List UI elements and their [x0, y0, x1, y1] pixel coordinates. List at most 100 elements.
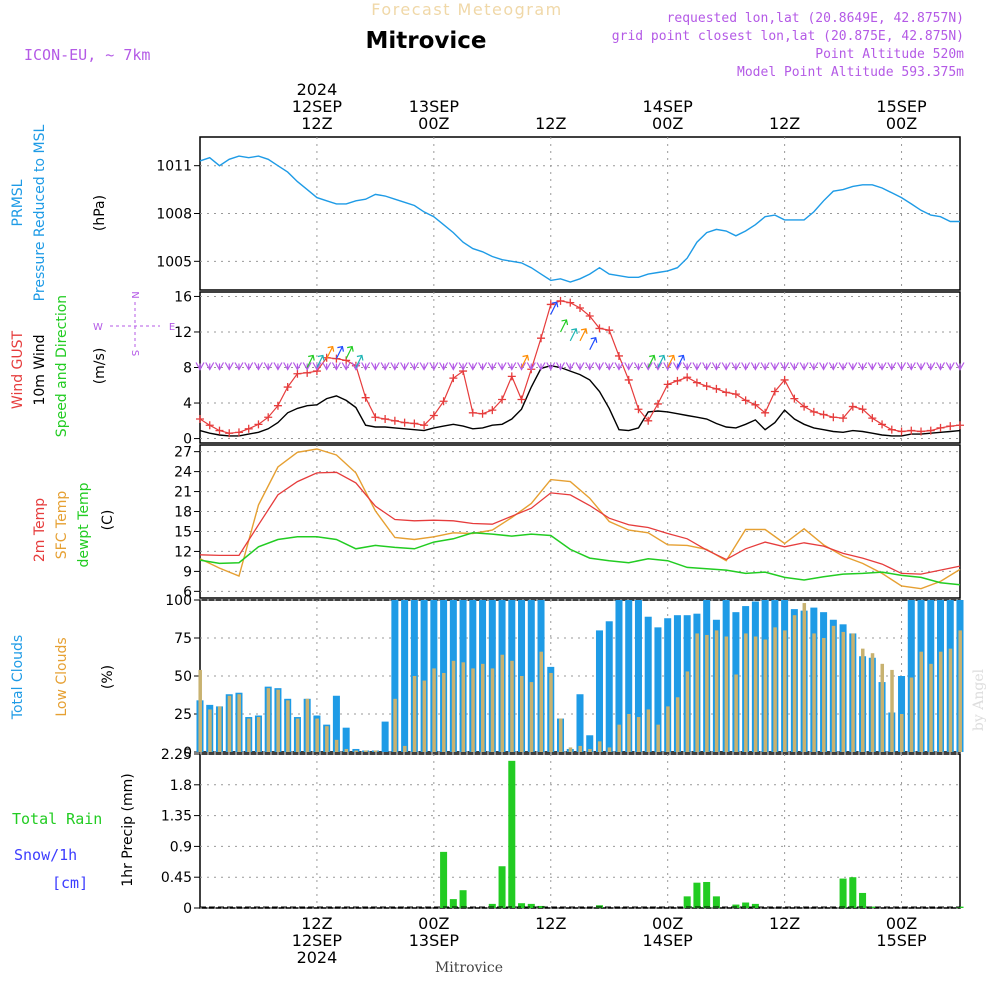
wind-dir-arrow — [419, 362, 429, 371]
c-unit-label: (C) — [100, 510, 116, 531]
snow-unit-label: [cm] — [52, 874, 88, 892]
low-cloud-bar — [558, 718, 563, 752]
gust-marker — [264, 413, 273, 422]
low-cloud-bar — [958, 630, 962, 752]
temp-ytick-label: 15 — [174, 524, 192, 540]
precip-ytick-label: 1.8 — [170, 778, 192, 794]
gust-marker — [926, 426, 935, 435]
gust-marker — [196, 415, 204, 424]
total-cloud-bar — [654, 627, 662, 752]
time-axis-label: 12Z — [535, 114, 566, 133]
wind-dir-arrow — [390, 362, 400, 371]
gust-marker — [917, 427, 926, 436]
low-cloud-bar — [325, 726, 329, 752]
temp-ytick-label: 21 — [174, 485, 192, 501]
time-axis-label: 00Z — [652, 114, 683, 133]
requested-coords: requested lon,lat (20.8649E, 42.8757N) — [667, 11, 964, 26]
wind-dir-arrow — [594, 362, 605, 371]
low-cloud-bar — [724, 636, 729, 752]
wind-dir-arrow — [955, 362, 965, 371]
rain-bar — [508, 760, 516, 908]
chart-dynamic-layer: 1011100810051612840272421181512961007550… — [156, 80, 965, 967]
wind-dir-arrow — [702, 362, 712, 371]
grid-coords: grid point closest lon,lat (20.875E, 42.… — [612, 29, 964, 44]
gust-marker — [546, 300, 555, 309]
low-cloud-bar — [831, 625, 836, 752]
pres-ytick-label: 1005 — [156, 254, 192, 270]
low-cloud-bar — [851, 633, 855, 752]
gust-marker — [293, 369, 302, 378]
wind-dir-arrow — [828, 362, 838, 371]
low-cloud-bar — [870, 653, 875, 752]
gust-marker — [897, 427, 906, 436]
wind-dir-arrow — [487, 362, 497, 371]
wind-dir-colored-arrow — [335, 345, 344, 359]
wind-ytick-label: 8 — [183, 361, 192, 377]
low-cloud-bar — [890, 669, 894, 752]
low-cloud-bar — [822, 638, 826, 752]
total-clouds-label: Total Clouds — [10, 635, 26, 720]
low-cloud-bar — [373, 750, 378, 752]
cloud-ytick-label: 25 — [174, 707, 192, 723]
total-cloud-bar — [664, 618, 672, 752]
time-axis-label: 00Z — [418, 914, 449, 933]
wind-dir-arrow — [848, 362, 858, 371]
low-cloud-bar — [354, 750, 358, 752]
low-cloud-bar — [393, 698, 397, 752]
wind-dir-arrow — [536, 362, 546, 371]
wind-dir-colored-arrow — [521, 354, 530, 368]
wind-ytick-label: 16 — [174, 289, 192, 305]
low-cloud-bar — [812, 633, 816, 752]
low-cloud-bar — [695, 633, 699, 752]
gust-marker — [839, 414, 848, 423]
wind-dir-arrow — [711, 362, 721, 371]
wind-dir-arrow — [224, 362, 234, 371]
low-cloud-bar — [510, 660, 514, 752]
time-axis-label: 12Z — [769, 914, 800, 933]
compass-s: S — [129, 350, 140, 356]
wind-dir-arrow — [341, 362, 351, 371]
precip-ytick-label: 0.9 — [170, 839, 192, 855]
wind-dir-colored-arrow — [550, 301, 559, 315]
time-axis-label: 15SEP — [876, 97, 927, 116]
wind-ytick-label: 4 — [183, 396, 192, 412]
low-cloud-bar — [861, 648, 865, 752]
time-axis-label: 00Z — [886, 114, 917, 133]
wind-dir-arrow — [409, 362, 419, 371]
wind-dir-arrow — [361, 362, 371, 371]
low-cloud-bar — [666, 706, 670, 752]
rain-bar — [527, 903, 535, 908]
total-cloud-bar — [586, 735, 594, 752]
gust-marker — [634, 405, 643, 414]
wind-ytick-label: 12 — [174, 325, 192, 341]
wind-dir-arrow — [273, 362, 283, 371]
wind-dir-arrow — [507, 362, 517, 371]
total-rain-label: Total Rain — [12, 810, 102, 828]
low-cloud-bar — [461, 662, 466, 752]
wind-dir-arrow — [682, 362, 692, 371]
cloud-ytick-label: 0 — [183, 745, 192, 761]
gust-marker — [381, 415, 390, 424]
precip-unit-label: 1hr Precip (mm) — [120, 773, 136, 886]
gust-marker — [273, 401, 282, 410]
wind-dir-arrow — [672, 362, 682, 371]
low-cloud-bar — [909, 677, 914, 752]
pct-unit-label: (%) — [100, 665, 116, 689]
low-cloud-bar — [948, 648, 953, 752]
low-cloud-bar — [208, 709, 212, 752]
gust-marker — [361, 393, 370, 402]
low-cloud-bar — [929, 663, 933, 752]
gust-marker — [946, 422, 955, 431]
pressure-line — [199, 155, 960, 283]
rain-bar — [703, 881, 711, 908]
wind-gust-label: Wind GUST — [10, 330, 26, 409]
rain-bar — [498, 866, 506, 908]
low-cloud-bar — [685, 671, 690, 752]
gust-marker — [800, 402, 809, 411]
low-cloud-bar — [490, 668, 495, 752]
low-cloud-bar — [364, 750, 368, 752]
low-cloud-bar — [802, 603, 807, 752]
wind-dir-arrow — [926, 362, 936, 371]
compass-w: W — [93, 322, 103, 333]
low-cloud-bar — [432, 668, 436, 752]
